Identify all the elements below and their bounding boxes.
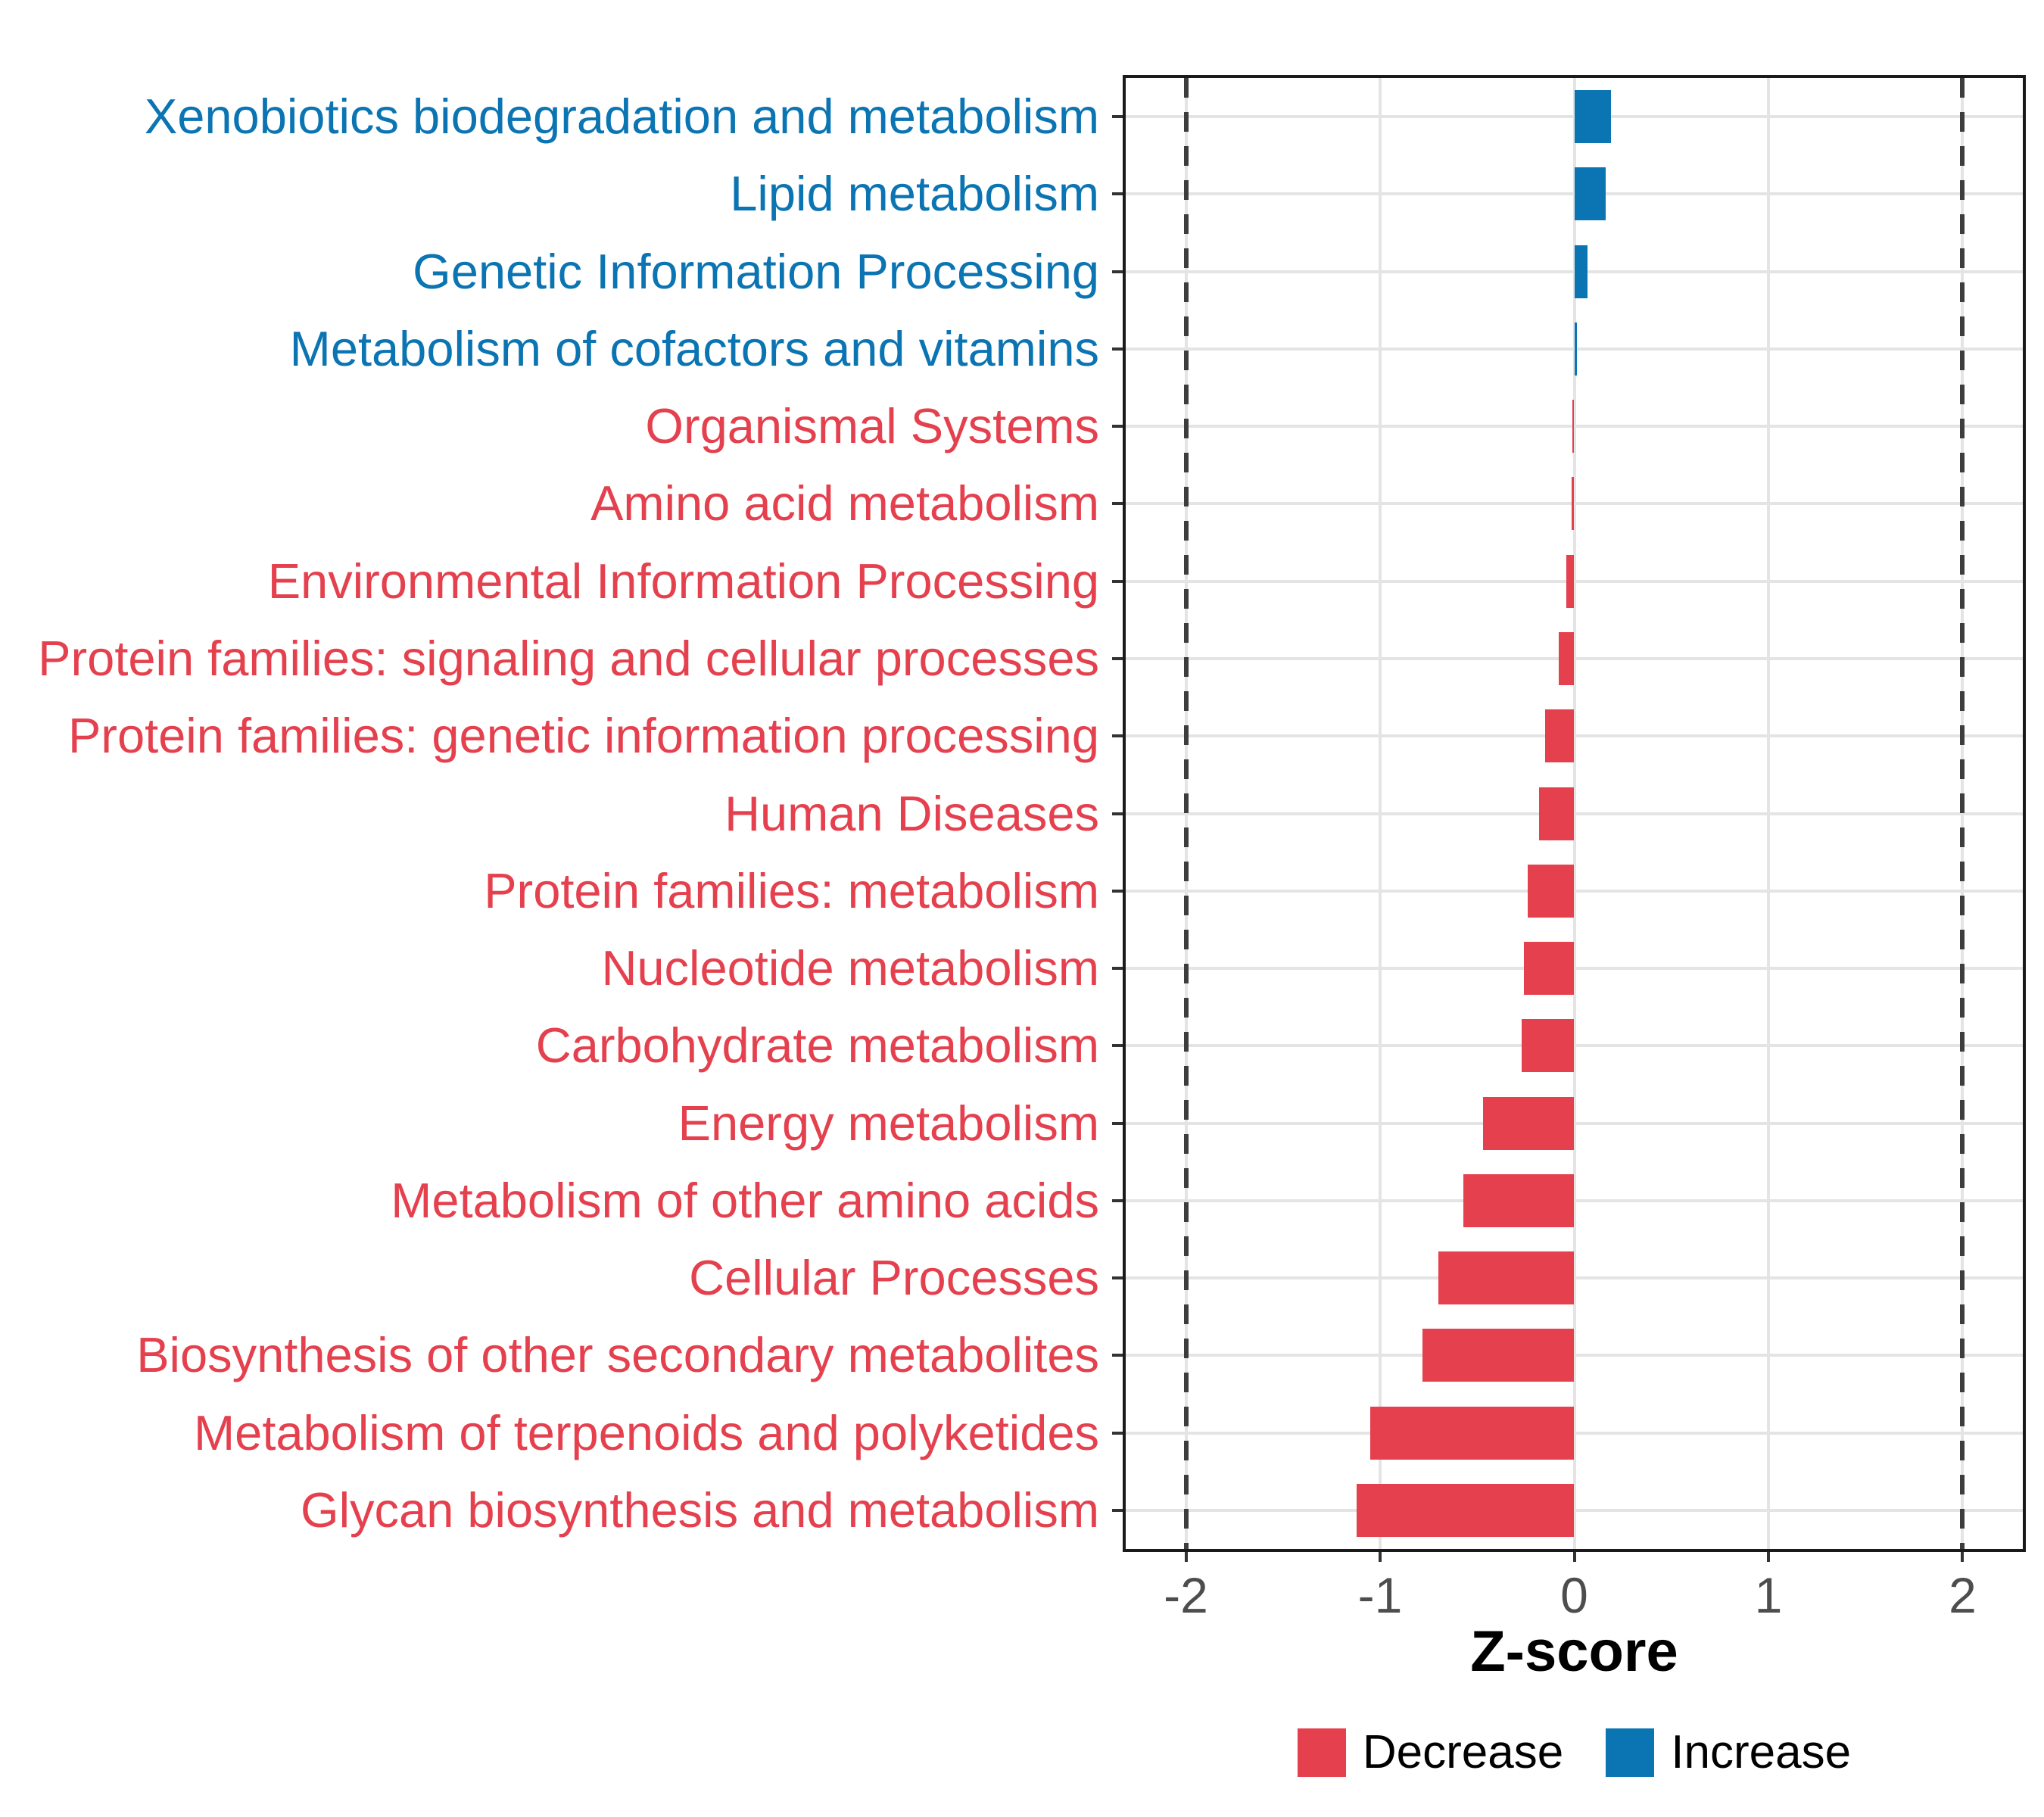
y-axis-label: Glycan biosynthesis and metabolism <box>301 1482 1099 1538</box>
y-axis-label: Lipid metabolism <box>730 166 1099 222</box>
bar-increase <box>1574 322 1578 376</box>
y-gridline <box>1126 967 2023 971</box>
y-gridline <box>1126 502 2023 506</box>
y-axis-tick <box>1112 1431 1123 1435</box>
bar-decrease <box>1558 631 1575 685</box>
y-axis-tick <box>1112 1044 1123 1048</box>
bar-decrease <box>1438 1251 1575 1305</box>
y-axis-label: Metabolism of terpenoids and polyketides <box>194 1404 1099 1460</box>
bar-decrease <box>1572 400 1575 453</box>
bar-increase <box>1574 90 1612 144</box>
y-gridline <box>1126 579 2023 583</box>
x-axis-tick-label: 2 <box>1949 1567 1977 1623</box>
bar-decrease <box>1482 1096 1575 1150</box>
x-axis-tick <box>1766 1552 1770 1562</box>
bar-increase <box>1574 245 1588 298</box>
bar-decrease <box>1527 864 1575 918</box>
y-axis-label: Nucleotide metabolism <box>601 940 1099 996</box>
x-axis-title: Z-score <box>1470 1619 1678 1684</box>
bar-decrease <box>1370 1406 1575 1460</box>
y-axis-tick <box>1112 734 1123 738</box>
y-axis-tick <box>1112 889 1123 893</box>
y-axis-tick <box>1112 115 1123 119</box>
legend-label: Decrease <box>1362 1726 1564 1778</box>
y-gridline <box>1126 1276 2023 1280</box>
bar-decrease <box>1523 942 1575 996</box>
bar-decrease <box>1571 477 1575 531</box>
y-axis-tick <box>1112 347 1123 351</box>
y-axis-tick <box>1112 502 1123 506</box>
bar-decrease <box>1566 554 1575 608</box>
reference-line-dashed <box>1183 78 1189 1549</box>
legend-entry: Increase <box>1606 1728 1851 1778</box>
y-axis-tick <box>1112 579 1123 583</box>
y-axis-tick <box>1112 1508 1123 1512</box>
y-gridline <box>1126 1431 2023 1435</box>
y-axis-label: Metabolism of cofactors and vitamins <box>289 320 1099 376</box>
y-axis-tick <box>1112 656 1123 660</box>
y-axis-label: Protein families: signaling and cellular… <box>38 630 1099 686</box>
y-axis-label: Amino acid metabolism <box>590 475 1099 531</box>
bar-decrease <box>1357 1483 1575 1537</box>
y-axis-label: Environmental Information Processing <box>267 553 1099 609</box>
y-axis-label: Organismal Systems <box>645 398 1099 454</box>
bar-decrease <box>1522 1019 1575 1073</box>
x-axis-tick-label: 0 <box>1560 1567 1588 1623</box>
y-gridline <box>1126 1354 2023 1357</box>
y-axis-label: Protein families: genetic information pr… <box>67 708 1099 764</box>
y-axis-tick <box>1112 812 1123 815</box>
x-axis-tick-label: -1 <box>1357 1567 1403 1623</box>
bar-decrease <box>1545 709 1575 763</box>
legend-entry: Decrease <box>1297 1726 1564 1778</box>
x-axis-tick-label: 1 <box>1754 1567 1783 1623</box>
bar-decrease <box>1463 1173 1575 1227</box>
y-gridline <box>1126 1044 2023 1048</box>
y-gridline <box>1126 1508 2023 1512</box>
reference-line-dashed <box>1960 78 1965 1549</box>
bar-decrease <box>1422 1329 1575 1382</box>
bar-increase <box>1574 167 1606 221</box>
legend-key-increase <box>1606 1728 1655 1777</box>
y-gridline <box>1126 812 2023 815</box>
y-gridline <box>1126 889 2023 893</box>
y-axis-tick <box>1112 1121 1123 1125</box>
y-axis-tick <box>1112 1276 1123 1280</box>
legend: Decrease Increase <box>1123 1728 2026 1778</box>
legend-label: Increase <box>1671 1726 1852 1778</box>
y-gridline <box>1126 1198 2023 1202</box>
y-axis-tick <box>1112 270 1123 273</box>
y-axis-label: Human Diseases <box>724 785 1099 841</box>
x-axis-tick <box>1184 1552 1188 1562</box>
y-axis-label: Cellular Processes <box>689 1250 1099 1306</box>
y-axis-label: Carbohydrate metabolism <box>535 1018 1099 1074</box>
y-gridline <box>1126 1121 2023 1125</box>
y-axis-label: Xenobiotics biodegradation and metabolis… <box>144 89 1099 145</box>
x-axis-tick <box>1572 1552 1576 1562</box>
x-axis-tick <box>1961 1552 1965 1562</box>
y-axis-label: Energy metabolism <box>678 1095 1099 1151</box>
y-axis-label: Genetic Information Processing <box>413 243 1099 299</box>
y-axis-label: Biosynthesis of other secondary metaboli… <box>136 1327 1099 1383</box>
x-axis-tick-label: -2 <box>1164 1567 1208 1623</box>
y-axis-tick <box>1112 1198 1123 1202</box>
x-axis-tick <box>1379 1552 1382 1562</box>
plot-panel <box>1123 75 2026 1552</box>
legend-key-decrease <box>1297 1728 1346 1777</box>
y-axis-tick <box>1112 192 1123 196</box>
y-gridline <box>1126 425 2023 429</box>
y-axis-tick <box>1112 967 1123 971</box>
bar-decrease <box>1539 787 1575 840</box>
y-gridline <box>1126 656 2023 660</box>
y-axis-tick <box>1112 1354 1123 1357</box>
y-gridline <box>1126 734 2023 738</box>
y-axis-label: Metabolism of other amino acids <box>391 1172 1099 1228</box>
y-axis-tick <box>1112 425 1123 429</box>
y-axis-label: Protein families: metabolism <box>484 862 1099 918</box>
